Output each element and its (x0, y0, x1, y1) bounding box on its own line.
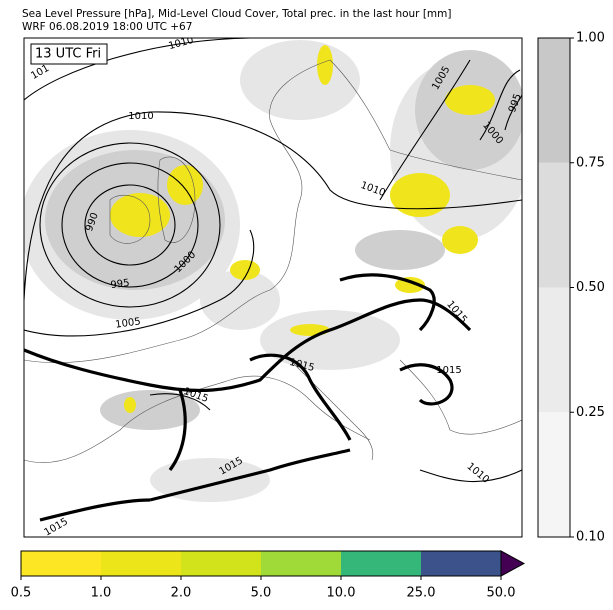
subtitle: WRF 06.08.2019 18:00 UTC +67 (22, 21, 192, 33)
title: Sea Level Pressure [hPa], Mid-Level Clou… (22, 8, 452, 20)
colorbar-extension (500, 550, 526, 577)
isobar-1015 (24, 273, 472, 522)
precipitation-shape (390, 173, 450, 217)
coastlines-shape (109, 194, 151, 244)
cloud-cover-shape (100, 390, 200, 430)
precipitation-shape (395, 277, 425, 293)
tick-label: 0.5 (11, 586, 32, 601)
cloud-cover-shape (355, 230, 445, 270)
isobar-1015-shape (24, 298, 472, 393)
tick-label: 5.0 (251, 586, 272, 601)
isobar-1015-shape (339, 273, 436, 332)
precip-colorbar: 0.5 1.0 2.0 5.0 10.0 25.0 50.0 (11, 550, 526, 601)
isobars-shape (24, 38, 251, 101)
tick-label: 0.10 (576, 530, 605, 545)
tick-label: 2.0 (171, 586, 192, 601)
colorbar-segment (538, 38, 570, 163)
coastlines-shape (399, 359, 522, 435)
map: 13 UTC Fri 1010 101 1005 995 1000 1010 1… (24, 38, 524, 537)
colorbar-segment (341, 551, 421, 576)
precipitation-shape (442, 226, 478, 254)
isobars-shape (379, 59, 471, 201)
colorbar-segment (21, 551, 101, 576)
precipitation-shape (167, 165, 203, 205)
isobars-shape (24, 111, 522, 301)
coastlines-shape (24, 375, 371, 463)
colorbar-segment (538, 412, 570, 537)
colorbar-segment (101, 551, 181, 576)
isobar-label: 1010 (128, 111, 153, 122)
precipitation-shape (290, 324, 330, 336)
colorbar-segment (538, 287, 570, 413)
tick-label: 50.0 (487, 586, 516, 601)
tick-label: 10.0 (327, 586, 356, 601)
tick-label: 0.50 (576, 280, 605, 295)
isobar-1015-shape (249, 353, 352, 441)
cloud-cover-shape (200, 270, 280, 330)
precipitation-shape (317, 45, 333, 85)
cloud-colorbar: 0.10 0.25 0.50 0.75 1.00 (537, 31, 605, 545)
coastlines-shape (24, 59, 331, 363)
isobar-label: 995 (507, 92, 524, 114)
isobar-label: 1005 (115, 316, 142, 330)
isobar-1015-shape (399, 363, 454, 406)
coastlines (24, 59, 522, 463)
colorbar-segment (538, 162, 570, 288)
time-label: 13 UTC Fri (35, 47, 101, 62)
isobars-shape (84, 184, 176, 266)
isobars-shape (479, 69, 521, 141)
isobars-shape (419, 469, 522, 483)
isobar-label: 995 (110, 278, 130, 292)
tick-label: 25.0 (407, 586, 436, 601)
time-box (30, 43, 108, 65)
tick-label: 0.75 (576, 155, 605, 170)
isobar-1015-shape (39, 498, 151, 522)
precipitation-shape (110, 193, 170, 237)
colorbar-segment (261, 551, 341, 576)
precipitation-shape (230, 260, 260, 280)
colorbar-segment (181, 551, 261, 576)
tick-label: 1.0 (91, 586, 112, 601)
isobar-1015-shape (149, 448, 351, 502)
isobars-shape (24, 229, 255, 337)
isobar-label: 1015 (436, 365, 461, 376)
colorbar-segment (421, 551, 501, 576)
cloud-cover-shape (240, 40, 360, 120)
map-frame (23, 37, 523, 538)
isobars-shape (504, 94, 522, 131)
isobars-shape (39, 142, 221, 308)
isobar-1015-shape (168, 389, 187, 471)
cloud-cover-shape (260, 310, 400, 370)
coastlines-shape (157, 156, 196, 243)
isobars-shape (61, 162, 199, 288)
precipitation-shape (124, 397, 136, 413)
isobars-shape (149, 393, 211, 411)
tick-label: 1.00 (576, 31, 605, 46)
coastlines-shape (329, 59, 522, 181)
precipitation (110, 45, 495, 413)
tick-label: 0.25 (576, 405, 605, 420)
isobars (24, 38, 522, 483)
precipitation-shape (445, 85, 495, 115)
